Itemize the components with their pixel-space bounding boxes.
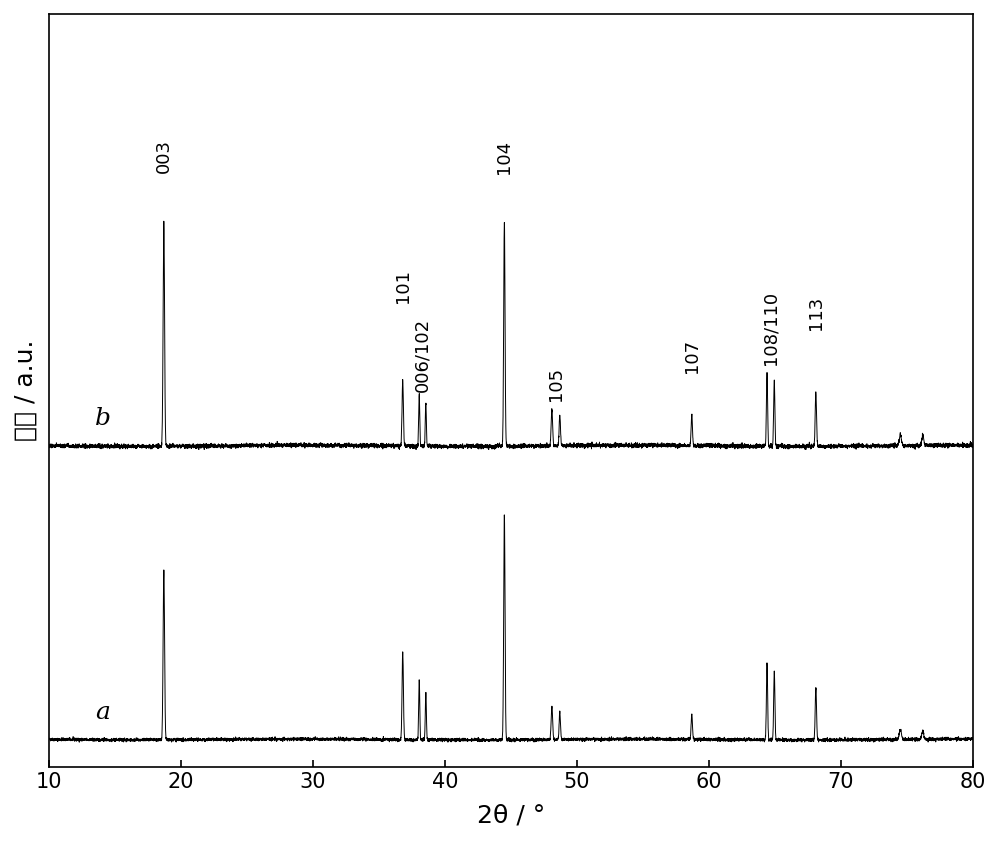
Text: b: b [95, 407, 111, 430]
Text: 107: 107 [683, 339, 701, 373]
Text: 105: 105 [547, 368, 565, 401]
Text: 101: 101 [394, 269, 412, 304]
Y-axis label: 强度 / a.u.: 强度 / a.u. [14, 340, 38, 442]
Text: 003: 003 [155, 139, 173, 173]
Text: 006/102: 006/102 [414, 319, 432, 393]
X-axis label: 2θ / °: 2θ / ° [477, 803, 545, 827]
Text: 104: 104 [495, 140, 513, 174]
Text: 113: 113 [807, 295, 825, 330]
Text: a: a [95, 701, 110, 724]
Text: 108/110: 108/110 [761, 291, 779, 365]
